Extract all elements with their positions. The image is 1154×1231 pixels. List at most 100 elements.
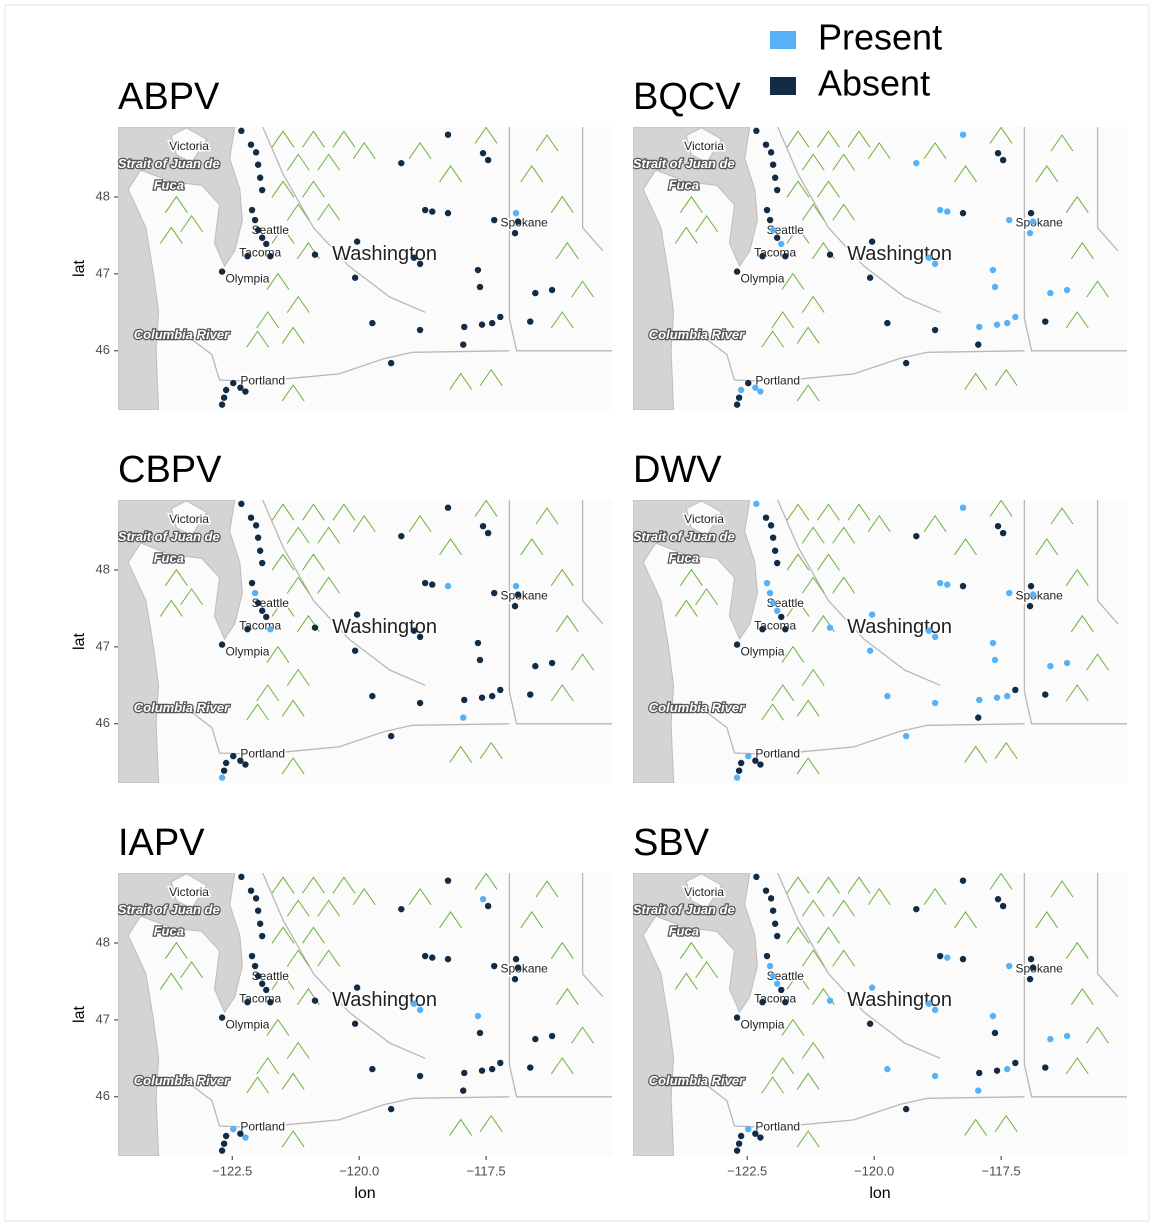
site-point (257, 921, 263, 927)
site-point (411, 1001, 417, 1007)
site-point (944, 208, 950, 214)
legend-label: Absent (818, 63, 930, 104)
site-point (752, 384, 758, 390)
site-point (238, 501, 244, 507)
site-point (242, 1134, 248, 1140)
site-point (759, 626, 765, 632)
site-point (354, 238, 360, 244)
site-point (249, 580, 255, 586)
site-point (763, 141, 769, 147)
legend-label: Present (818, 17, 942, 58)
site-point (429, 954, 435, 960)
site-point (1027, 230, 1033, 236)
site-point (752, 757, 758, 763)
site-point (312, 624, 318, 630)
site-point (1006, 963, 1012, 969)
site-point (767, 217, 773, 223)
map-label: Spokane (500, 215, 548, 229)
site-point (992, 284, 998, 290)
site-point (903, 1106, 909, 1112)
site-point (759, 253, 765, 259)
site-point (242, 388, 248, 394)
y-tick-label: 47 (96, 638, 110, 653)
site-point (263, 614, 269, 620)
site-point (764, 953, 770, 959)
map-label: Columbia River (134, 700, 230, 715)
site-point (230, 380, 236, 386)
site-point (417, 1007, 423, 1013)
panel-title: ABPV (118, 76, 220, 118)
site-point (1027, 976, 1033, 982)
site-point (242, 761, 248, 767)
site-point (515, 964, 521, 970)
map-label: Olympia (740, 644, 784, 658)
site-point (1012, 687, 1018, 693)
site-point (461, 1070, 467, 1076)
site-point (513, 583, 519, 589)
site-point (479, 694, 485, 700)
site-point (352, 1021, 358, 1027)
site-point (1030, 218, 1036, 224)
map-label: Spokane (1015, 961, 1063, 975)
site-point (944, 581, 950, 587)
x-tick-label: −117.5 (982, 1163, 1021, 1178)
site-point (223, 387, 229, 393)
x-tick-label: −120.0 (854, 1163, 894, 1178)
site-point (497, 314, 503, 320)
site-point (770, 161, 776, 167)
site-point (770, 907, 776, 913)
site-point (932, 261, 938, 267)
site-point (491, 590, 497, 596)
site-point (477, 657, 483, 663)
site-point (1042, 1064, 1048, 1070)
site-point (497, 1060, 503, 1066)
site-point (960, 956, 966, 962)
site-point (753, 501, 759, 507)
site-point (491, 217, 497, 223)
site-point (485, 157, 491, 163)
chart: VictoriaStrait of Juan deFucaSeattleTaco… (0, 0, 1154, 1226)
map-label: Olympia (740, 1017, 784, 1031)
site-point (960, 877, 966, 883)
site-point (932, 700, 938, 706)
x-axis-label: lon (354, 1185, 375, 1202)
map: VictoriaStrait of Juan deFucaSeattleTaco… (118, 500, 612, 783)
site-point (1000, 530, 1006, 536)
site-point (527, 1064, 533, 1070)
map-label: Victoria (169, 139, 209, 153)
site-point (259, 235, 265, 241)
site-point (549, 1033, 555, 1039)
map-label: Olympia (225, 644, 269, 658)
site-point (782, 626, 788, 632)
site-point (515, 591, 521, 597)
site-point (369, 1066, 375, 1072)
site-point (995, 896, 1001, 902)
site-point (221, 1140, 227, 1146)
site-point (937, 207, 943, 213)
site-point (734, 1014, 740, 1020)
site-point (354, 611, 360, 617)
map: VictoriaStrait of Juan deFucaSeattleTaco… (633, 127, 1127, 410)
site-point (221, 767, 227, 773)
site-point (926, 628, 932, 634)
site-point (757, 761, 763, 767)
site-point (532, 663, 538, 669)
site-point (489, 320, 495, 326)
site-point (867, 648, 873, 654)
site-point (219, 268, 225, 274)
site-point (975, 341, 981, 347)
map-label: Columbia River (134, 327, 230, 342)
site-point (445, 956, 451, 962)
site-point (253, 895, 259, 901)
site-point (255, 161, 261, 167)
site-point (411, 255, 417, 261)
y-axis-label: lat (71, 260, 88, 277)
site-point (257, 175, 263, 181)
map-label: Portland (240, 747, 285, 761)
site-point (480, 896, 486, 902)
site-point (932, 1007, 938, 1013)
site-point (417, 634, 423, 640)
site-point (745, 380, 751, 386)
site-point (768, 149, 774, 155)
site-point (1030, 591, 1036, 597)
